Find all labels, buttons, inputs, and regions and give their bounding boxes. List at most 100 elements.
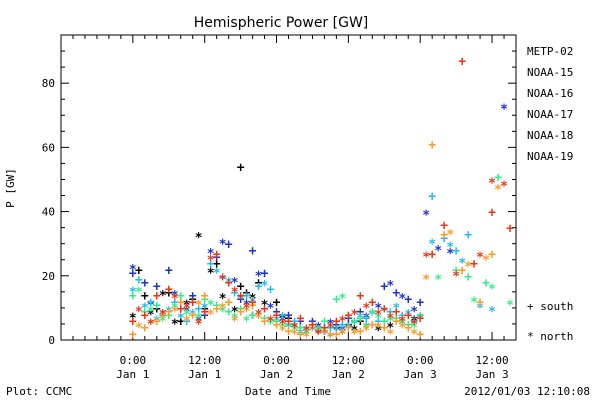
data-point-south: + xyxy=(153,299,161,314)
data-point-south: + xyxy=(201,289,209,304)
data-point-south: + xyxy=(255,276,263,291)
data-point-south: + xyxy=(141,321,149,336)
data-point-south: + xyxy=(285,312,293,327)
data-point-north: * xyxy=(488,305,496,320)
data-point-north: * xyxy=(135,321,143,336)
data-point-north: * xyxy=(326,321,334,336)
data-point-north: * xyxy=(195,315,203,330)
data-point-north: * xyxy=(422,209,430,224)
data-point-north: * xyxy=(195,231,203,246)
data-point-south: + xyxy=(428,138,436,153)
data-point-north: * xyxy=(219,305,227,320)
data-point-south: + xyxy=(165,263,173,278)
data-point-north: * xyxy=(338,315,346,330)
y-tick-label: 80 xyxy=(42,77,55,90)
data-point-south: + xyxy=(177,295,185,310)
data-point-south: + xyxy=(165,305,173,320)
data-point-north: * xyxy=(129,286,137,301)
data-point-south: + xyxy=(482,276,490,291)
data-point-south: + xyxy=(458,55,466,70)
data-point-south: + xyxy=(416,328,424,343)
data-point-north: * xyxy=(362,311,370,326)
data-point-north: * xyxy=(159,308,167,323)
data-point-south: + xyxy=(135,273,143,288)
data-point-south: + xyxy=(129,328,137,343)
data-point-south: + xyxy=(332,328,340,343)
series-metp-02: ++++++++++++++++ + + + + + + + + ++* ********* *** *… xyxy=(129,161,418,346)
data-point-north: * xyxy=(338,327,346,342)
data-point-north: * xyxy=(482,254,490,269)
data-point-south: + xyxy=(344,312,352,327)
x-tick-time-label: 12:00 xyxy=(332,354,365,367)
data-point-south: + xyxy=(404,292,412,307)
data-point-south: + xyxy=(273,305,281,320)
data-point-south: + xyxy=(374,315,382,330)
data-point-north: * xyxy=(255,270,263,285)
data-point-north: * xyxy=(374,321,382,336)
data-point-south: + xyxy=(141,276,149,291)
data-point-north: * xyxy=(362,324,370,339)
data-point-south: + xyxy=(380,302,388,317)
data-point-south: + xyxy=(416,308,424,323)
data-point-south: + xyxy=(416,295,424,310)
data-point-south: + xyxy=(464,228,472,243)
data-point-north: * xyxy=(261,298,269,313)
data-point-north: * xyxy=(159,311,167,326)
x-axis-label: Date and Time xyxy=(245,385,331,398)
data-point-north: * xyxy=(183,302,191,317)
data-point-south: + xyxy=(237,289,245,304)
data-point-south: + xyxy=(392,286,400,301)
data-point-north: * xyxy=(291,321,299,336)
marker-legend: + south * north xyxy=(527,300,573,343)
data-point-north: * xyxy=(171,305,179,320)
data-point-south: + xyxy=(255,279,263,294)
data-point-south: + xyxy=(338,318,346,333)
data-point-south: + xyxy=(368,295,376,310)
data-point-south: + xyxy=(356,324,364,339)
data-point-north: * xyxy=(231,305,239,320)
data-point-south: + xyxy=(207,257,215,272)
data-point-south: + xyxy=(386,305,394,320)
data-point-south: + xyxy=(392,312,400,327)
data-point-north: * xyxy=(410,321,418,336)
data-point-south: + xyxy=(309,315,317,330)
data-point-south: + xyxy=(285,315,293,330)
data-point-north: * xyxy=(362,302,370,317)
data-point-north: * xyxy=(291,324,299,339)
data-point-north: * xyxy=(338,327,346,342)
data-point-south: + xyxy=(273,308,281,323)
data-point-north: * xyxy=(386,321,394,336)
data-point-south: + xyxy=(213,299,221,314)
data-point-south: + xyxy=(189,292,197,307)
data-point-north: * xyxy=(171,318,179,333)
data-point-south: + xyxy=(285,318,293,333)
data-point-south: + xyxy=(404,318,412,333)
data-point-north: * xyxy=(398,321,406,336)
data-point-south: + xyxy=(392,305,400,320)
data-point-north: * xyxy=(488,176,496,191)
data-point-north: * xyxy=(315,324,323,339)
data-point-south: + xyxy=(279,308,287,323)
data-point-south: + xyxy=(368,295,376,310)
data-point-south: + xyxy=(332,292,340,307)
data-point-south: + xyxy=(380,315,388,330)
data-point-north: * xyxy=(398,292,406,307)
series-noaa-15: ++ +++ ++++++++ + + + + + + +++ + + +************* * *… xyxy=(129,103,508,343)
data-point-south: + xyxy=(416,312,424,327)
data-point-north: * xyxy=(494,183,502,198)
data-point-north: * xyxy=(326,318,334,333)
x-tick-date-label: Jan 3 xyxy=(404,368,437,381)
x-tick-date-label: Jan 3 xyxy=(475,368,508,381)
data-point-south: + xyxy=(398,308,406,323)
data-point-south: + xyxy=(410,315,418,330)
x-tick-time-label: 0:00 xyxy=(120,354,147,367)
data-point-south: + xyxy=(213,302,221,317)
data-point-south: + xyxy=(189,295,197,310)
data-point-north: * xyxy=(249,295,257,310)
data-point-south: + xyxy=(165,286,173,301)
data-point-north: * xyxy=(291,321,299,336)
x-tick-date-label: Jan 2 xyxy=(260,368,293,381)
data-point-south: + xyxy=(392,315,400,330)
y-axis-label: P [GW] xyxy=(4,168,17,208)
data-point-south: + xyxy=(392,312,400,327)
